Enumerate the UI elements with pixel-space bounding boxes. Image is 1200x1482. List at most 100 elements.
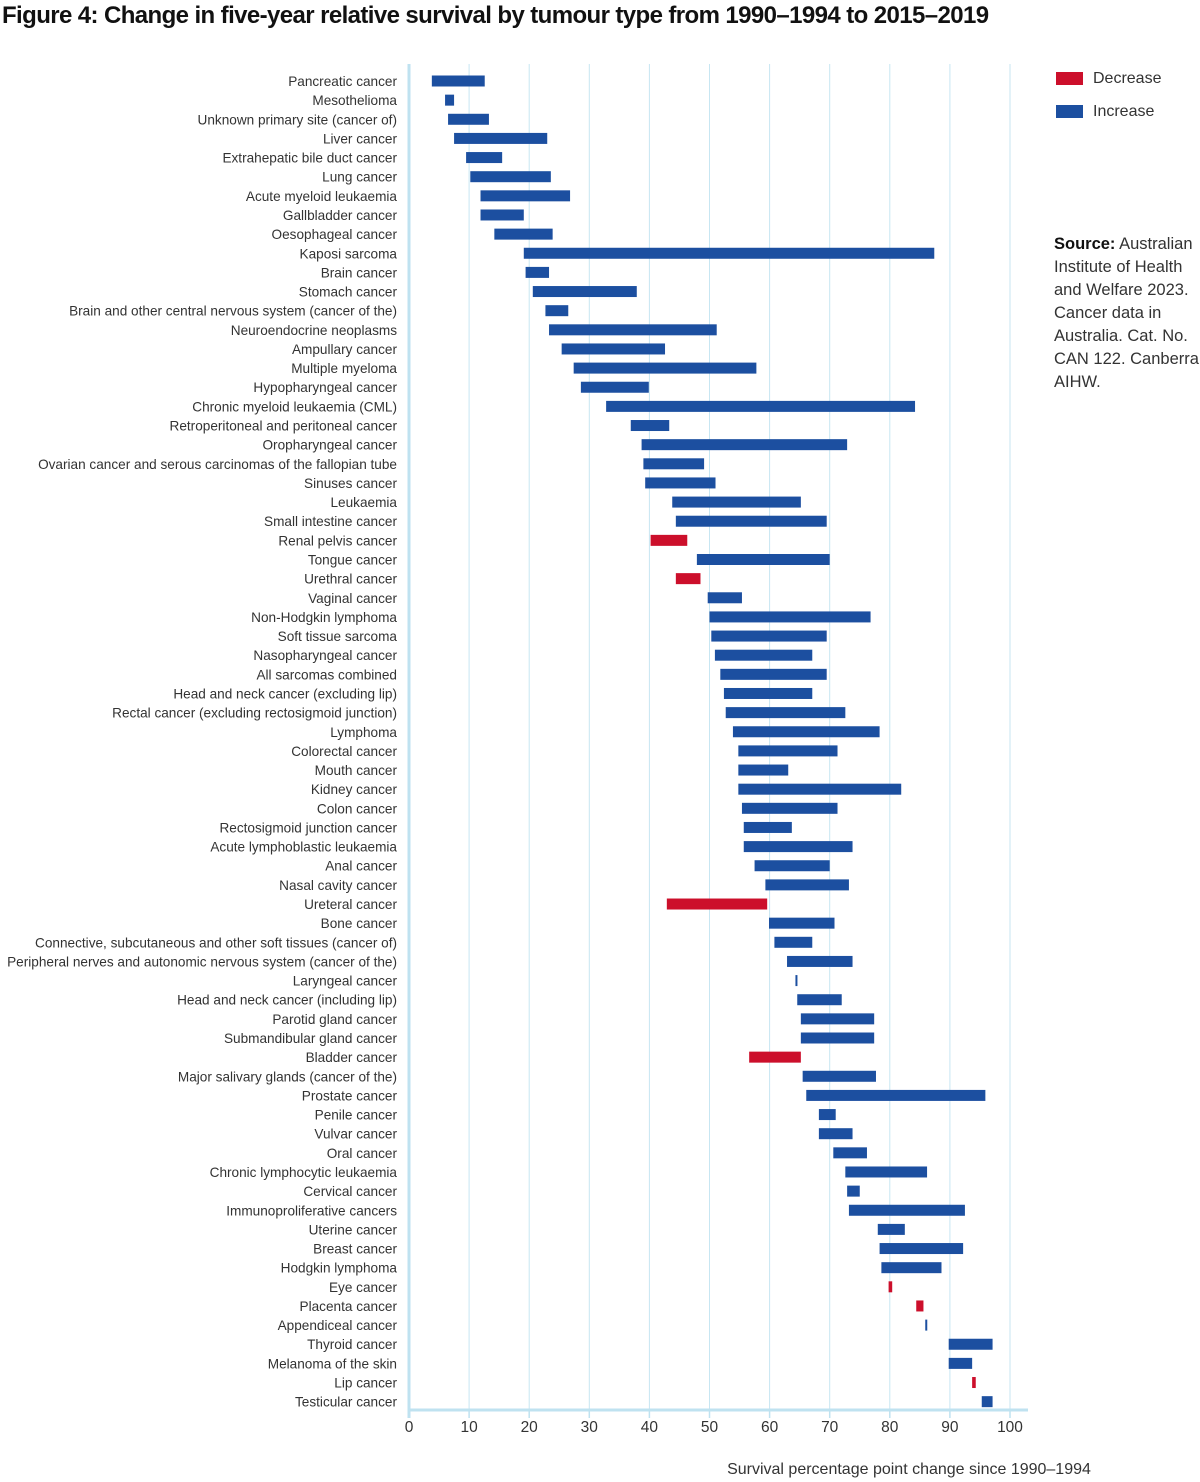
bar-liver-cancer xyxy=(454,132,548,144)
category-label-brain-cancer: Brain cancer xyxy=(321,265,398,280)
bar-neuroendocrine-neoplasms xyxy=(549,324,717,336)
category-label-laryngeal-cancer: Laryngeal cancer xyxy=(293,974,398,989)
bar-oesophageal-cancer xyxy=(494,228,553,240)
category-label-brain-and-other-central-nervous-system-cancer-of-the: Brain and other central nervous system (… xyxy=(69,304,397,319)
bar-melanoma-of-the-skin xyxy=(948,1357,973,1369)
bar-multiple-myeloma xyxy=(573,362,757,374)
category-label-immunoproliferative-cancers: Immunoproliferative cancers xyxy=(226,1203,397,1218)
bar-immunoproliferative-cancers xyxy=(848,1204,965,1216)
category-label-neuroendocrine-neoplasms: Neuroendocrine neoplasms xyxy=(231,323,397,338)
category-label-multiple-myeloma: Multiple myeloma xyxy=(291,361,397,376)
bar-parotid-gland-cancer xyxy=(800,1013,875,1025)
category-label-ovarian-cancer-and-serous-carcinomas-of-the-fallopian-tube: Ovarian cancer and serous carcinomas of … xyxy=(38,457,397,472)
bar-all-sarcomas-combined xyxy=(720,668,827,680)
category-label-nasal-cavity-cancer: Nasal cavity cancer xyxy=(279,878,397,893)
bar-retroperitoneal-and-peritoneal-cancer xyxy=(630,420,670,432)
source-text: Australian Institute of Health and Welfa… xyxy=(1054,235,1200,391)
bar-testicular-cancer xyxy=(981,1396,993,1408)
legend-entry-increase: Increase xyxy=(1056,95,1161,128)
category-label-soft-tissue-sarcoma: Soft tissue sarcoma xyxy=(278,629,398,644)
category-label-acute-myeloid-leukaemia: Acute myeloid leukaemia xyxy=(246,189,398,204)
category-label-gallbladder-cancer: Gallbladder cancer xyxy=(283,208,398,223)
category-label-lung-cancer: Lung cancer xyxy=(322,170,397,185)
bar-uterine-cancer xyxy=(877,1223,905,1235)
category-label-pancreatic-cancer: Pancreatic cancer xyxy=(288,74,397,89)
bar-chronic-myeloid-leukaemia-cml xyxy=(606,400,916,412)
x-tick-label-70: 70 xyxy=(821,1419,839,1436)
bar-lymphoma xyxy=(732,726,880,738)
bar-prostate-cancer xyxy=(806,1089,986,1101)
bar-appendiceal-cancer xyxy=(925,1319,928,1331)
category-label-renal-pelvis-cancer: Renal pelvis cancer xyxy=(278,533,397,548)
bar-vulvar-cancer xyxy=(818,1128,853,1140)
legend-label-increase: Increase xyxy=(1093,102,1155,120)
category-label-head-and-neck-cancer-excluding-lip: Head and neck cancer (excluding lip) xyxy=(173,686,397,701)
x-axis-title: Survival percentage point change since 1… xyxy=(727,1461,1091,1478)
bar-kidney-cancer xyxy=(738,783,902,795)
bar-ampullary-cancer xyxy=(561,343,666,355)
category-label-rectosigmoid-junction-cancer: Rectosigmoid junction cancer xyxy=(219,820,397,835)
category-label-kidney-cancer: Kidney cancer xyxy=(311,782,398,797)
bar-gallbladder-cancer xyxy=(480,209,524,221)
category-label-uterine-cancer: Uterine cancer xyxy=(309,1222,398,1237)
category-label-appendiceal-cancer: Appendiceal cancer xyxy=(278,1318,398,1333)
bar-bladder-cancer xyxy=(749,1051,801,1063)
bar-connective-subcutaneous-and-other-soft-tissues-cancer-of xyxy=(774,936,813,948)
figure-title: Figure 4: Change in five-year relative s… xyxy=(2,2,989,29)
bar-colon-cancer xyxy=(741,802,838,814)
category-label-parotid-gland-cancer: Parotid gland cancer xyxy=(272,1012,397,1027)
category-label-vulvar-cancer: Vulvar cancer xyxy=(314,1127,397,1142)
x-tick-label-10: 10 xyxy=(460,1419,478,1436)
category-label-kaposi-sarcoma: Kaposi sarcoma xyxy=(300,246,398,261)
bar-nasopharyngeal-cancer xyxy=(714,649,813,661)
category-label-breast-cancer: Breast cancer xyxy=(313,1242,397,1257)
bar-soft-tissue-sarcoma xyxy=(711,630,827,642)
category-label-liver-cancer: Liver cancer xyxy=(323,131,398,146)
bar-acute-lymphoblastic-leukaemia xyxy=(743,841,853,853)
category-label-mouth-cancer: Mouth cancer xyxy=(315,763,398,778)
bar-sinuses-cancer xyxy=(645,477,716,489)
bar-major-salivary-glands-cancer-of-the xyxy=(802,1070,876,1082)
category-label-retroperitoneal-and-peritoneal-cancer: Retroperitoneal and peritoneal cancer xyxy=(170,419,398,434)
x-tick-label-100: 100 xyxy=(997,1419,1023,1436)
bar-bone-cancer xyxy=(768,917,835,929)
category-label-vaginal-cancer: Vaginal cancer xyxy=(308,591,397,606)
category-label-bladder-cancer: Bladder cancer xyxy=(306,1050,398,1065)
bar-lung-cancer xyxy=(470,171,551,183)
category-label-ampullary-cancer: Ampullary cancer xyxy=(292,342,397,357)
source-note: Source: Australian Institute of Health a… xyxy=(1054,233,1200,394)
category-label-placenta-cancer: Placenta cancer xyxy=(300,1299,398,1314)
category-label-eye-cancer: Eye cancer xyxy=(329,1280,397,1295)
bar-brain-cancer xyxy=(525,266,550,278)
category-label-oropharyngeal-cancer: Oropharyngeal cancer xyxy=(262,438,397,453)
bar-mesothelioma xyxy=(445,94,455,106)
category-label-head-and-neck-cancer-including-lip: Head and neck cancer (including lip) xyxy=(177,993,397,1008)
bar-nasal-cavity-cancer xyxy=(765,879,849,891)
bar-small-intestine-cancer xyxy=(675,515,827,527)
x-tick-label-30: 30 xyxy=(581,1419,599,1436)
category-label-prostate-cancer: Prostate cancer xyxy=(302,1088,398,1103)
bar-lip-cancer xyxy=(972,1377,976,1389)
category-label-testicular-cancer: Testicular cancer xyxy=(295,1395,397,1410)
bar-pancreatic-cancer xyxy=(431,75,485,87)
bar-stomach-cancer xyxy=(532,286,637,298)
bar-mouth-cancer xyxy=(738,764,789,776)
bar-kaposi-sarcoma xyxy=(523,247,935,259)
x-tick-label-40: 40 xyxy=(641,1419,659,1436)
category-label-colorectal-cancer: Colorectal cancer xyxy=(291,744,397,759)
bar-hodgkin-lymphoma xyxy=(881,1262,942,1274)
x-tick-label-50: 50 xyxy=(701,1419,719,1436)
source-label: Source: xyxy=(1054,235,1116,253)
x-tick-label-20: 20 xyxy=(521,1419,539,1436)
bar-head-and-neck-cancer-including-lip xyxy=(797,994,842,1006)
category-label-cervical-cancer: Cervical cancer xyxy=(303,1184,397,1199)
category-label-oral-cancer: Oral cancer xyxy=(327,1146,398,1161)
category-label-penile-cancer: Penile cancer xyxy=(315,1108,398,1123)
category-label-peripheral-nerves-and-autonomic-nervous-system-cancer-of-the: Peripheral nerves and autonomic nervous … xyxy=(7,954,397,969)
bar-ureteral-cancer xyxy=(666,898,768,910)
category-label-major-salivary-glands-cancer-of-the: Major salivary glands (cancer of the) xyxy=(178,1069,397,1084)
bar-head-and-neck-cancer-excluding-lip xyxy=(723,687,813,699)
category-label-melanoma-of-the-skin: Melanoma of the skin xyxy=(268,1356,397,1371)
bar-leukaemia xyxy=(672,496,801,508)
category-label-anal-cancer: Anal cancer xyxy=(325,859,397,874)
